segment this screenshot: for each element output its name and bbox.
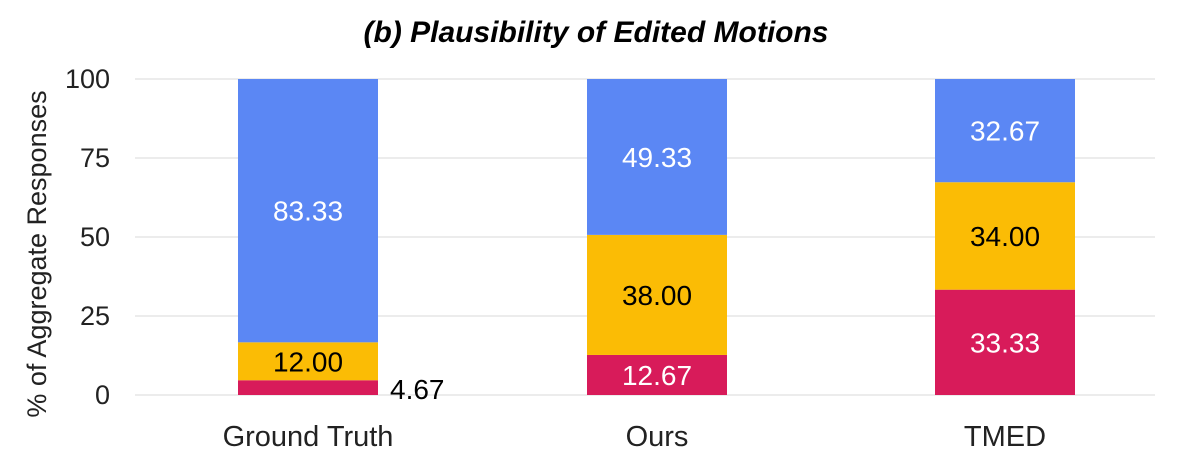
bar-segment [587, 354, 727, 395]
data-label: 32.67 [970, 116, 1040, 147]
y-tick-label: 0 [95, 380, 110, 410]
data-labels: 4.67 12.00 83.33 12.67 38.00 49.33 33.33 34.00 3… [273, 116, 1040, 405]
bar-segment [238, 380, 378, 395]
y-tick-label: 100 [65, 64, 110, 94]
chart-title: (b) Plausibility of Edited Motions [364, 16, 829, 49]
y-axis-label: % of Aggregate Responses [22, 90, 52, 417]
y-tick-label: 25 [80, 301, 110, 331]
y-tick-label: 50 [80, 222, 110, 252]
data-label: 12.00 [273, 346, 343, 377]
data-label: 4.67 [390, 374, 445, 405]
x-tick-label: Ours [626, 421, 689, 453]
bar-segment [238, 342, 378, 381]
x-tick-label: TMED [964, 421, 1046, 453]
bar-segment [587, 79, 727, 235]
data-label: 12.67 [622, 360, 692, 391]
x-tick-label: Ground Truth [223, 421, 394, 453]
data-label: 34.00 [970, 221, 1040, 252]
bar-segment [935, 79, 1075, 183]
bars [238, 79, 1075, 395]
data-label: 38.00 [622, 280, 692, 311]
data-label: 33.33 [970, 327, 1040, 358]
y-tick-labels: 0 25 50 75 100 [65, 64, 110, 410]
data-label: 49.33 [622, 142, 692, 173]
data-label: 83.33 [273, 196, 343, 227]
bar-segment [238, 79, 378, 343]
y-tick-label: 75 [80, 143, 110, 173]
bar-segment [587, 234, 727, 355]
bar-segment [935, 182, 1075, 290]
x-tick-labels: Ground Truth Ours TMED [223, 421, 1047, 453]
bar-segment [935, 289, 1075, 395]
